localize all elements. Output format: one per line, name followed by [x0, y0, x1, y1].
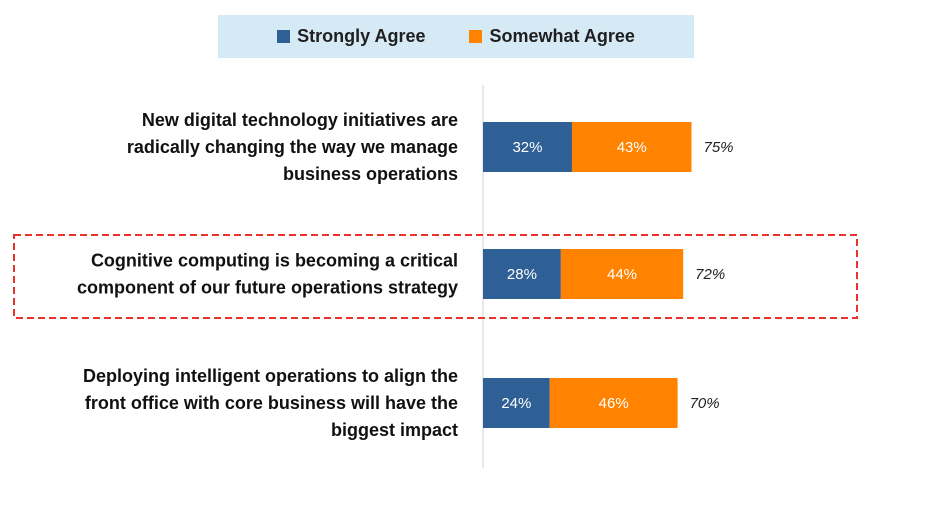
- category-label: business operations: [283, 164, 458, 184]
- highlight-box: [13, 234, 858, 319]
- bar-somewhat-agree: [549, 378, 678, 428]
- legend-label-strongly-agree: Strongly Agree: [297, 26, 426, 46]
- legend-label-somewhat-agree: Somewhat Agree: [489, 26, 635, 46]
- bar-strongly-agree: [483, 378, 550, 428]
- bar-somewhat-agree: [560, 249, 684, 299]
- legend-swatch-strongly-agree: [277, 30, 291, 43]
- legend-item-strongly-agree: Strongly Agree: [277, 26, 425, 47]
- category-label: component of our future operations strat…: [77, 278, 458, 298]
- bar-value-label: 28%: [507, 266, 537, 283]
- category-label: front office with core business will hav…: [85, 393, 458, 413]
- legend-item-somewhat-agree: Somewhat Agree: [469, 26, 635, 47]
- total-label: 70%: [690, 395, 720, 412]
- category-label: Cognitive computing is becoming a critic…: [91, 251, 458, 271]
- chart-legend: Strongly Agree Somewhat Agree: [218, 15, 694, 58]
- bar-strongly-agree: [483, 122, 572, 172]
- total-label: 75%: [704, 139, 734, 156]
- bar-value-label: 44%: [607, 266, 637, 283]
- category-label: radically changing the way we manage: [127, 137, 458, 157]
- category-label: New digital technology initiatives are: [142, 110, 458, 130]
- category-label: biggest impact: [331, 420, 458, 440]
- total-label: 72%: [695, 266, 725, 283]
- bar-somewhat-agree: [571, 122, 692, 172]
- legend-swatch-somewhat-agree: [469, 30, 483, 43]
- bar-value-label: 24%: [501, 395, 531, 412]
- bar-strongly-agree: [483, 249, 561, 299]
- bar-value-label: 32%: [512, 139, 542, 156]
- category-label: Deploying intelligent operations to alig…: [83, 366, 458, 386]
- bar-value-label: 46%: [599, 395, 629, 412]
- bar-value-label: 43%: [617, 139, 647, 156]
